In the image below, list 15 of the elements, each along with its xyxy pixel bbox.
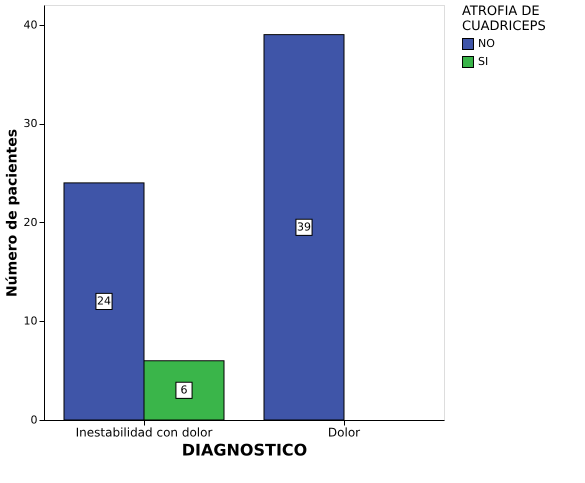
data-label: 6: [180, 383, 188, 396]
y-tick-label: 0: [30, 414, 38, 426]
legend-title: ATROFIA DE CUADRICEPS: [462, 4, 546, 34]
y-tick-label: 10: [24, 314, 38, 328]
x-axis-title: DIAGNOSTICO: [182, 440, 308, 460]
y-tick-label: 30: [24, 117, 38, 130]
y-tick-label: 20: [24, 216, 38, 229]
legend-label: NO: [478, 37, 496, 50]
y-tick-label: 40: [24, 18, 38, 32]
legend-label: SI: [478, 55, 488, 68]
y-axis-title: Número de pacientes: [4, 128, 21, 298]
x-tick-label: Inestabilidad con dolor: [76, 426, 212, 440]
data-label: 39: [297, 220, 311, 234]
x-tick-label: Dolor: [328, 426, 360, 440]
data-label: 24: [97, 294, 111, 308]
